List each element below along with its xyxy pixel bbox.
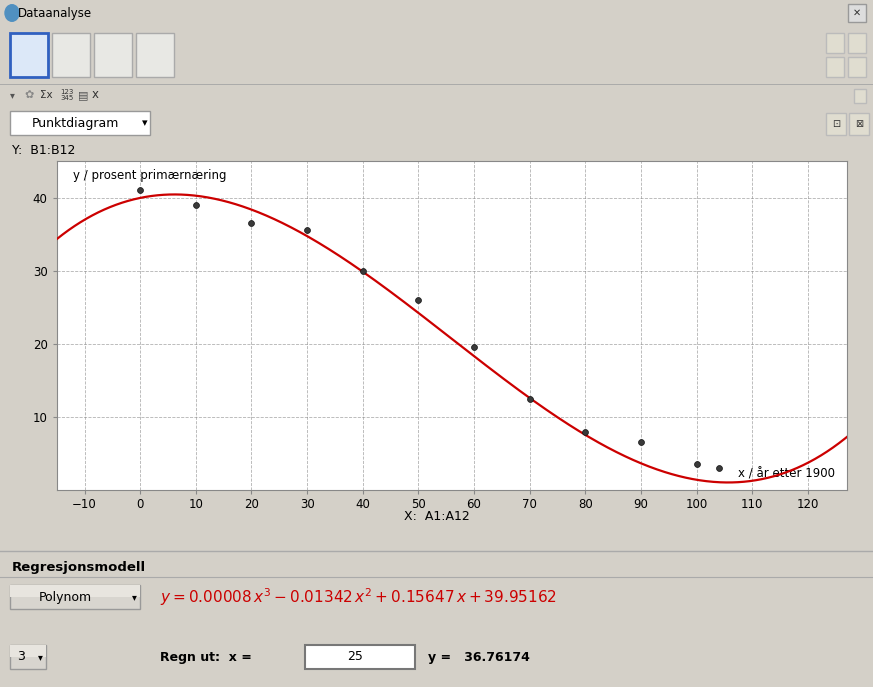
Text: ▾: ▾ [132,592,137,602]
Bar [848,3,866,23]
Text: Σx: Σx [40,90,52,100]
Point [690,459,704,470]
Bar [52,33,90,77]
Text: ⊡: ⊡ [832,119,840,129]
Bar [94,33,132,77]
Point [578,426,592,437]
Text: Y:  B1:B12: Y: B1:B12 [12,144,75,157]
Text: y / prosent primærnæring: y / prosent primærnæring [72,169,226,182]
Point [244,218,258,229]
Point [411,295,425,306]
Text: Regn ut:  x =: Regn ut: x = [160,651,257,664]
Text: 25: 25 [347,651,363,664]
Bar [136,33,174,77]
Point [467,342,481,353]
Bar [826,57,844,77]
Text: $y = 0.00008\,x^3 - 0.01342\,x^2 + 0.15647\,x + 39.95162$: $y = 0.00008\,x^3 - 0.01342\,x^2 + 0.156… [160,586,557,608]
Text: Punktdiagram: Punktdiagram [31,117,119,130]
Bar [826,113,846,135]
Point [300,225,314,236]
Text: ▤: ▤ [78,90,88,100]
Bar [10,33,48,77]
Bar [826,33,844,53]
Text: y =   36.76174: y = 36.76174 [428,651,530,664]
Point [134,185,148,196]
Text: ✕: ✕ [853,8,861,18]
Bar [10,645,46,657]
Bar [848,33,866,53]
Circle shape [5,5,19,21]
Text: ✿: ✿ [24,90,33,100]
Point [634,437,648,448]
Bar [305,645,415,669]
Bar [849,113,869,135]
Text: Dataanalyse: Dataanalyse [18,6,93,19]
Text: 3: 3 [17,651,25,664]
Text: 123
345: 123 345 [60,89,73,102]
Text: X:  A1:A12: X: A1:A12 [403,510,470,523]
Point [356,265,370,276]
Text: Polynom: Polynom [38,591,92,603]
Text: ▾: ▾ [10,90,15,100]
Bar [10,111,150,135]
Point [711,462,725,473]
Text: Regresjonsmodell: Regresjonsmodell [12,561,146,574]
Bar [10,585,140,609]
Point [523,393,537,404]
Text: ▾: ▾ [38,652,43,662]
Text: x / år etter 1900: x / år etter 1900 [738,467,835,480]
Text: ⊠: ⊠ [855,119,863,129]
Bar [10,585,140,597]
Bar [848,57,866,77]
Bar [10,645,46,669]
Text: ▾: ▾ [142,118,148,128]
Bar [854,89,866,103]
Text: x: x [92,89,99,102]
Point [189,199,203,210]
